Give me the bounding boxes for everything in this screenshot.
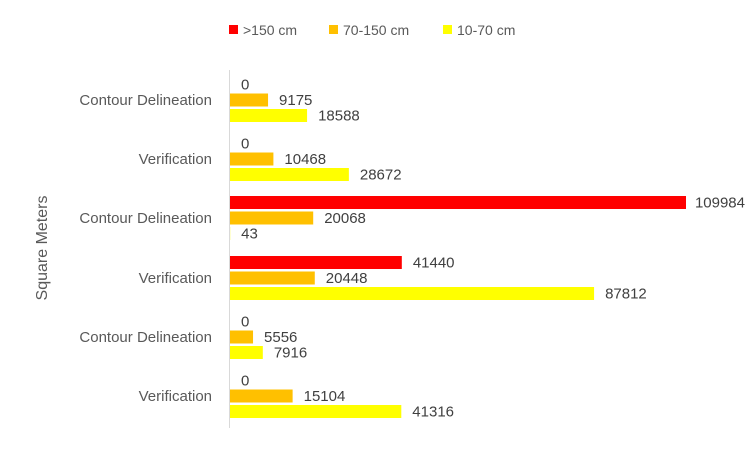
data-label: 5556 <box>264 329 297 346</box>
bar <box>230 256 402 269</box>
data-label: 41316 <box>412 404 454 421</box>
legend-label-1: >150 cm <box>243 22 297 38</box>
data-label: 20068 <box>324 210 366 227</box>
data-label: 18588 <box>318 108 360 125</box>
data-label: 43 <box>241 226 258 243</box>
data-label: 0 <box>241 314 249 331</box>
bar <box>230 405 402 418</box>
bars <box>230 93 686 418</box>
data-label: 0 <box>241 136 249 153</box>
data-label: 0 <box>241 77 249 94</box>
category-label: Verification <box>139 270 212 287</box>
category-label: Contour Delineation <box>79 92 212 109</box>
y-axis-label: Square Meters <box>34 196 51 301</box>
bar <box>230 346 263 359</box>
data-label: 41440 <box>413 255 455 272</box>
legend-swatch-3 <box>443 25 452 34</box>
data-label: 10468 <box>284 151 326 168</box>
bar <box>230 196 686 209</box>
bar <box>230 287 595 300</box>
bar <box>230 168 349 181</box>
bar <box>230 93 269 107</box>
bar <box>230 271 315 285</box>
category-label: Contour Delineation <box>79 329 212 346</box>
category-label: Verification <box>139 151 212 168</box>
category-labels: Contour Delineation Verification Contour D… <box>79 92 212 405</box>
legend-swatch-2 <box>329 25 338 34</box>
bar <box>230 109 308 122</box>
data-label: 0 <box>241 373 249 390</box>
bar <box>230 211 314 225</box>
data-label: 9175 <box>279 92 312 109</box>
legend-label-2: 70-150 cm <box>343 22 409 38</box>
data-label: 7916 <box>274 345 307 362</box>
category-label: Verification <box>139 388 212 405</box>
category-label: Contour Delineation <box>79 210 212 227</box>
bar <box>230 330 254 344</box>
legend-label-3: 10-70 cm <box>457 22 515 38</box>
legend-swatch-1 <box>229 25 238 34</box>
bar <box>230 389 293 403</box>
data-labels: 0 9175 18588 0 10468 28672 109984 20068 43 41440 2… <box>241 77 745 421</box>
data-label: 109984 <box>695 195 745 212</box>
data-label: 15104 <box>304 388 346 405</box>
data-label: 87812 <box>605 286 647 303</box>
data-label: 28672 <box>360 167 402 184</box>
legend: >150 cm 70-150 cm 10-70 cm <box>229 22 515 38</box>
bar <box>230 152 274 166</box>
data-label: 20448 <box>326 270 368 287</box>
